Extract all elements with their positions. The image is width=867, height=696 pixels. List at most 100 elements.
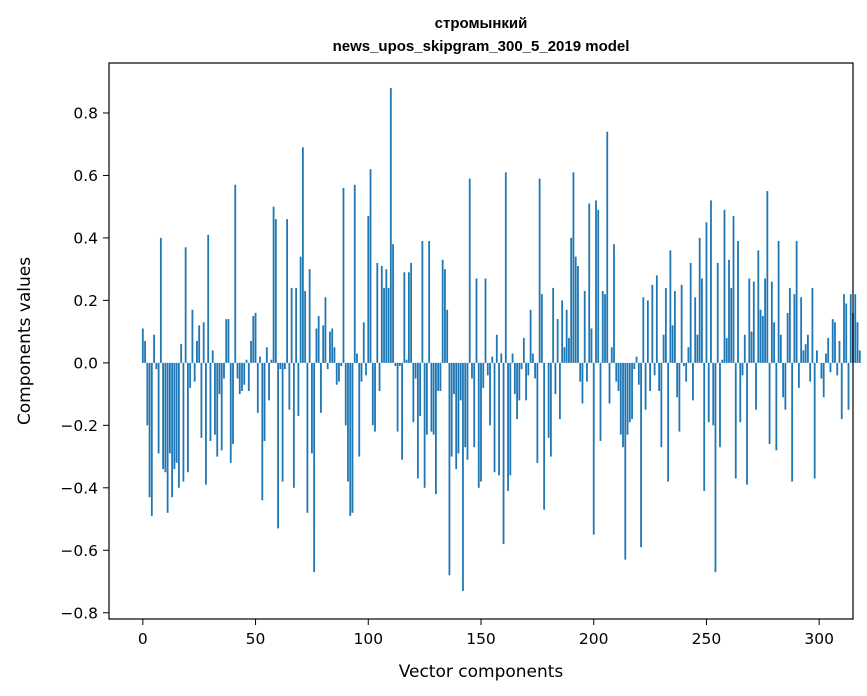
bar bbox=[311, 362, 313, 454]
bar bbox=[430, 362, 433, 432]
bar bbox=[574, 256, 577, 363]
bar bbox=[696, 334, 699, 363]
bar bbox=[286, 219, 289, 363]
bar bbox=[261, 362, 264, 501]
bar bbox=[459, 362, 462, 401]
bar bbox=[586, 362, 588, 382]
bar bbox=[168, 362, 171, 454]
bar bbox=[646, 300, 649, 363]
bar bbox=[543, 362, 546, 510]
bar bbox=[653, 362, 656, 376]
bar bbox=[536, 362, 539, 463]
bar bbox=[421, 241, 424, 363]
bar bbox=[547, 362, 550, 438]
bar bbox=[554, 362, 557, 395]
bar bbox=[146, 362, 149, 426]
bar bbox=[398, 362, 401, 366]
bar bbox=[493, 362, 496, 473]
bar bbox=[829, 362, 832, 373]
bar bbox=[380, 266, 383, 363]
bar bbox=[175, 362, 178, 463]
bar bbox=[698, 237, 701, 363]
bar bbox=[342, 187, 345, 363]
bar bbox=[507, 362, 509, 491]
x-tick-label: 50 bbox=[246, 630, 266, 648]
bar bbox=[811, 287, 814, 363]
bar bbox=[414, 362, 417, 379]
bar bbox=[166, 362, 169, 513]
bar bbox=[748, 278, 751, 363]
bar bbox=[480, 362, 482, 482]
bar bbox=[606, 131, 609, 363]
bar bbox=[423, 362, 426, 488]
bar bbox=[730, 287, 733, 363]
bar bbox=[306, 362, 309, 513]
bar bbox=[207, 234, 210, 363]
bar bbox=[220, 362, 223, 451]
bar bbox=[441, 259, 444, 363]
bar bbox=[592, 362, 595, 535]
bar bbox=[365, 362, 367, 376]
bar bbox=[595, 200, 597, 363]
bar bbox=[642, 297, 645, 363]
bar bbox=[662, 334, 665, 363]
bar bbox=[750, 331, 753, 363]
bar bbox=[599, 362, 602, 441]
bar bbox=[725, 337, 728, 363]
bar bbox=[531, 353, 534, 363]
bar bbox=[667, 362, 670, 482]
bar bbox=[773, 322, 775, 363]
bar bbox=[804, 344, 807, 363]
bar bbox=[687, 347, 690, 363]
bar bbox=[453, 362, 455, 395]
bar bbox=[268, 362, 270, 401]
bar bbox=[782, 362, 785, 398]
bar bbox=[538, 178, 541, 363]
bar bbox=[144, 341, 146, 363]
bar bbox=[633, 362, 636, 370]
bar bbox=[721, 359, 724, 363]
bar bbox=[376, 262, 379, 363]
bar bbox=[651, 284, 654, 363]
bar bbox=[229, 362, 232, 463]
bar bbox=[779, 334, 782, 363]
bar bbox=[180, 344, 183, 363]
bar bbox=[389, 87, 392, 363]
bar bbox=[272, 206, 275, 363]
bar bbox=[462, 362, 464, 591]
bar bbox=[326, 362, 329, 370]
bar bbox=[444, 269, 446, 363]
bar bbox=[394, 362, 397, 366]
bar bbox=[579, 362, 582, 382]
bar bbox=[320, 362, 322, 413]
bar bbox=[498, 362, 500, 476]
bar bbox=[193, 362, 196, 382]
bar bbox=[295, 287, 298, 363]
x-tick-label: 150 bbox=[466, 630, 496, 648]
bar bbox=[471, 362, 473, 379]
bar bbox=[205, 362, 207, 485]
bar bbox=[378, 362, 381, 391]
bar bbox=[141, 328, 144, 363]
bar bbox=[710, 200, 712, 363]
bar bbox=[200, 362, 203, 438]
bar bbox=[671, 325, 674, 363]
bar bbox=[766, 191, 769, 363]
bar bbox=[509, 362, 512, 476]
bar bbox=[340, 362, 343, 366]
y-tick-label: −0.2 bbox=[60, 417, 98, 435]
bar bbox=[831, 319, 834, 363]
bar bbox=[331, 328, 334, 363]
bar bbox=[615, 362, 618, 382]
bar bbox=[468, 178, 471, 363]
bar bbox=[807, 334, 809, 363]
bar bbox=[728, 259, 730, 363]
bar bbox=[660, 362, 663, 448]
bar bbox=[329, 331, 331, 363]
bar bbox=[513, 362, 516, 395]
bar-series bbox=[141, 87, 861, 591]
bar bbox=[813, 362, 816, 479]
bar bbox=[822, 362, 825, 398]
bar bbox=[211, 350, 214, 363]
bar bbox=[358, 362, 361, 457]
